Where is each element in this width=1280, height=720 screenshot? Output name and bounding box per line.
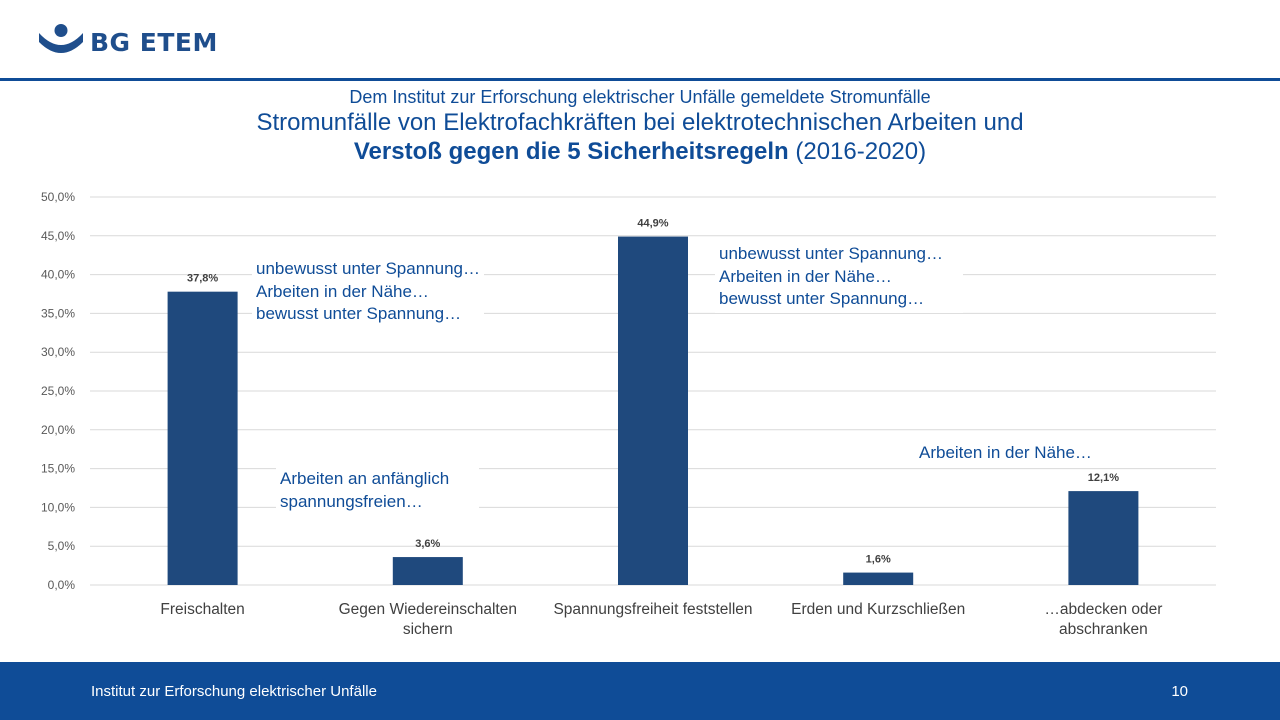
annotation-line: Arbeiten in der Nähe… xyxy=(256,281,429,301)
annotation-line: bewusst unter Spannung… xyxy=(256,304,462,323)
chart-title-bold: Verstoß gegen die 5 Sicherheitsregeln xyxy=(353,138,789,165)
header-rule xyxy=(0,78,1280,81)
y-tick-label: 20,0% xyxy=(41,423,75,437)
page-number: 10 xyxy=(1171,683,1188,700)
annotation-line: unbewusst unter Spannung… xyxy=(256,259,480,278)
chart-supertitle: Dem Institut zur Erforschung elektrische… xyxy=(349,87,931,107)
chart-title-period: (2016-2020) xyxy=(788,138,927,165)
bar xyxy=(392,557,463,585)
bar xyxy=(843,572,914,585)
bar xyxy=(618,236,688,586)
chart-title-line-1: Stromunfälle von Elektrofachkräften bei … xyxy=(256,109,1024,136)
y-tick-label: 50,0% xyxy=(41,190,75,204)
bar xyxy=(1068,491,1139,585)
footer: Institut zur Erforschung elektrischer Un… xyxy=(0,662,1280,720)
data-label: 37,8% xyxy=(187,273,218,285)
annotation-line: Arbeiten in der Nähe… xyxy=(719,266,892,286)
x-category-label: Erden und Kurzschließen xyxy=(791,601,965,618)
x-category-label: Spannungsfreiheit feststellen xyxy=(553,601,752,618)
y-tick-label: 15,0% xyxy=(41,462,75,476)
data-label: 3,6% xyxy=(415,538,440,550)
y-tick-label: 10,0% xyxy=(41,500,75,514)
y-tick-label: 25,0% xyxy=(41,384,75,398)
x-category-label: abschranken xyxy=(1059,621,1148,638)
data-label: 44,9% xyxy=(637,218,668,230)
bar xyxy=(167,291,238,585)
annotation-line: Arbeiten an anfänglich xyxy=(280,469,450,488)
annotation-freischalten: unbewusst unter Spannung… Arbeiten in de… xyxy=(252,256,484,328)
x-category-label: Freischalten xyxy=(160,601,244,618)
annotation-spannungsfreiheit: unbewusst unter Spannung… Arbeiten in de… xyxy=(715,241,963,313)
y-tick-label: 30,0% xyxy=(41,345,75,359)
annotation-line: spannungsfreien… xyxy=(280,491,423,511)
annotation-line: bewusst unter Spannung… xyxy=(719,289,925,308)
annotation-line: Arbeiten in der Nähe… xyxy=(919,443,1092,462)
y-tick-label: 0,0% xyxy=(48,578,76,592)
bg-etem-logo-icon xyxy=(39,24,83,53)
x-category-label: Gegen Wiedereinschalten xyxy=(339,601,517,618)
y-tick-label: 45,0% xyxy=(41,229,75,243)
footer-institute: Institut zur Erforschung elektrischer Un… xyxy=(91,683,377,700)
logo-text: BG ETEM xyxy=(90,28,218,57)
annotation-abdecken: Arbeiten in der Nähe… xyxy=(915,440,1096,467)
annotation-line: unbewusst unter Spannung… xyxy=(719,244,943,263)
x-category-label: …abdecken oder xyxy=(1044,601,1162,618)
y-tick-label: 35,0% xyxy=(41,306,75,320)
data-label: 1,6% xyxy=(866,554,891,566)
y-tick-label: 5,0% xyxy=(48,539,76,553)
data-label: 12,1% xyxy=(1088,472,1119,484)
chart-title-line-2: Verstoß gegen die 5 Sicherheitsregeln (2… xyxy=(0,137,1280,166)
title-block: Dem Institut zur Erforschung elektrische… xyxy=(0,86,1280,166)
x-category-label: sichern xyxy=(403,621,453,638)
bar-chart: 0,0% 5,0% 10,0% 15,0% 20,0% 25,0% 30,0% 35,0% 40… xyxy=(41,190,1216,638)
annotation-wiedereinschalten: Arbeiten an anfänglich spannungsfreien… xyxy=(276,466,480,515)
y-tick-label: 40,0% xyxy=(41,268,75,282)
